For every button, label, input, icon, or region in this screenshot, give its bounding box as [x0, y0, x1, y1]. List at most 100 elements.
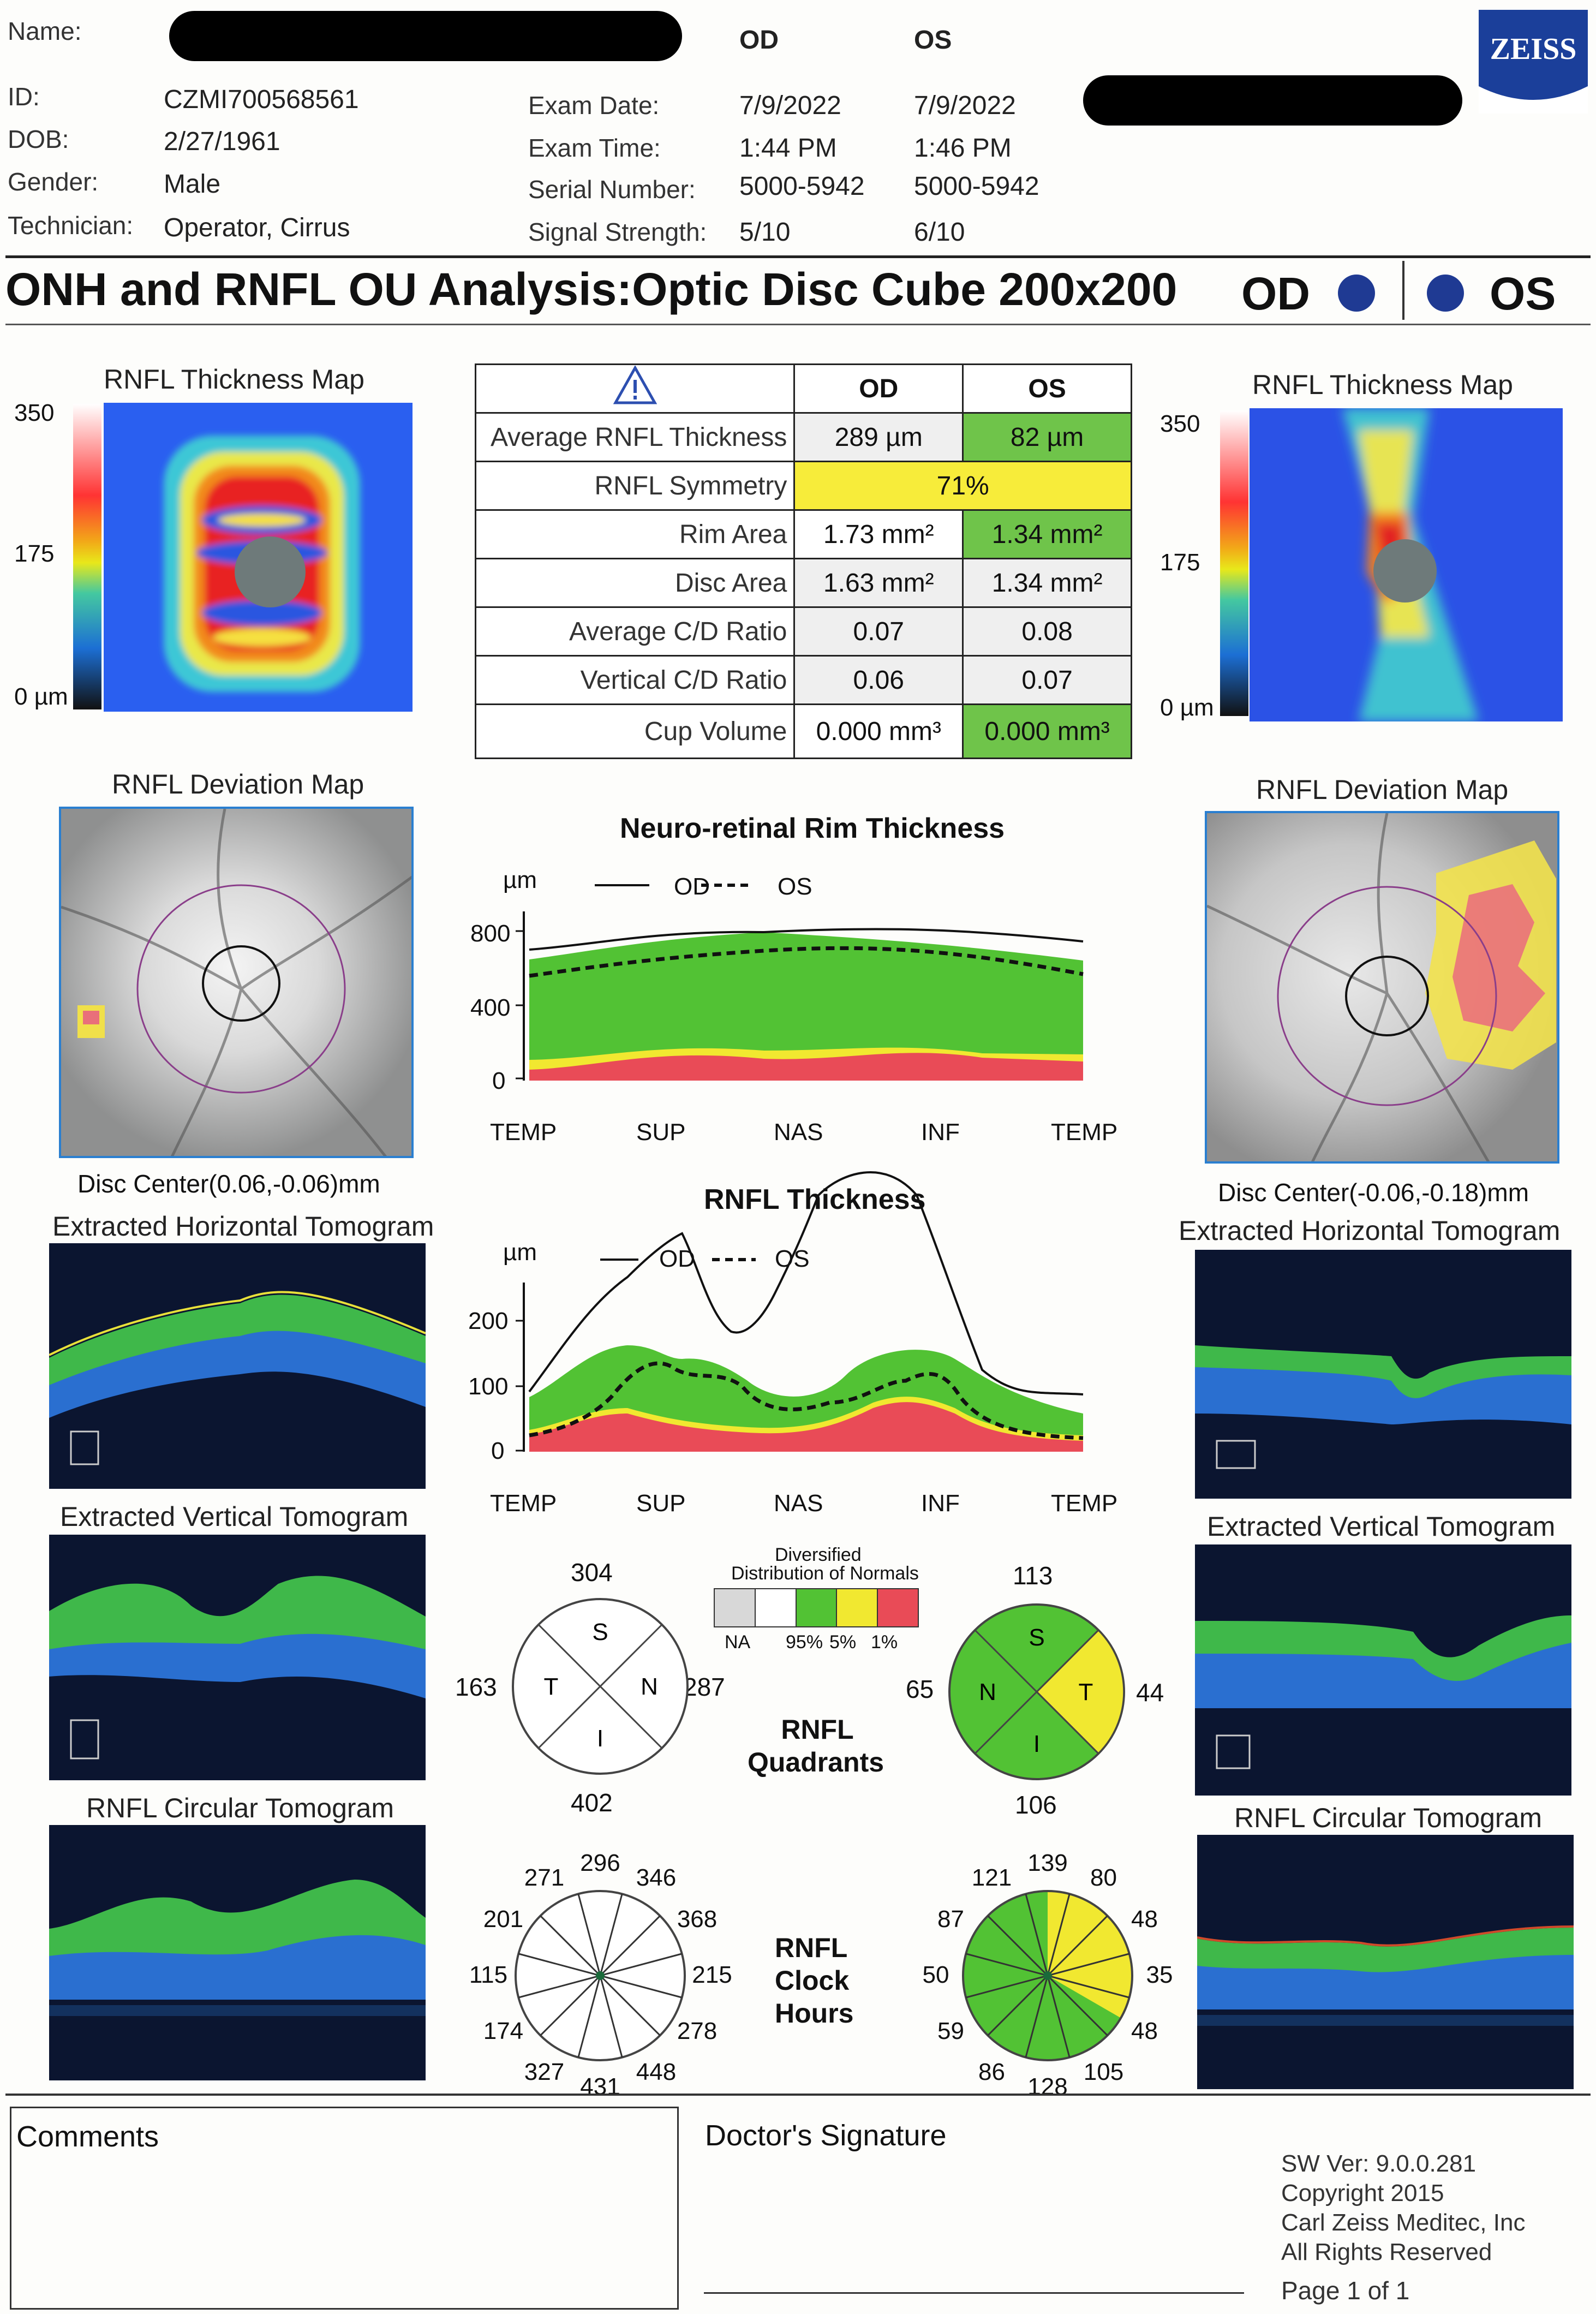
rnfl-ytick-200: 200: [468, 1308, 509, 1334]
dob-value: 2/27/1961: [164, 127, 280, 156]
clock-spoke: [987, 1975, 1049, 2036]
title-od: OD: [1241, 268, 1310, 319]
os-clock-hour-8: 86: [978, 2058, 1005, 2085]
rnfl-thickness-chart: [516, 1171, 1084, 1452]
od-vertical-tomogram: [49, 1535, 426, 1780]
os-clock-circle: [962, 1890, 1133, 2061]
clock-spoke: [599, 1975, 623, 2058]
table-header-row: OD OS: [474, 363, 1132, 414]
legend-swatch-white: [755, 1589, 797, 1626]
od-clock-hour-1: 296: [580, 1850, 620, 1876]
os-thickness-map: [1250, 408, 1563, 721]
clock-title2: Clock: [775, 1965, 850, 1996]
row-symmetry: RNFL Symmetry 71%: [474, 461, 1132, 511]
os-clock-hour-2: 80: [1090, 1864, 1117, 1892]
os-clock-hour-4: 35: [1146, 1961, 1173, 1988]
row-avg-rnfl: Average RNFL Thickness 289 µm 82 µm: [474, 412, 1132, 462]
os-quad-t: 44: [1136, 1678, 1164, 1707]
legend-label-1: 1%: [871, 1632, 898, 1653]
name-label: Name:: [8, 17, 82, 45]
gender-label: Gender:: [8, 168, 99, 196]
os-signal-strength: 6/10: [914, 218, 965, 247]
od-signal-strength: 5/10: [739, 218, 791, 247]
comments-label: Comments: [16, 2120, 159, 2153]
os-clock-hour-1: 139: [1027, 1850, 1068, 1876]
clock-spoke: [1025, 1893, 1049, 1976]
os-clock-hour-11: 87: [937, 1905, 964, 1933]
row-label: Cup Volume: [474, 703, 796, 759]
clock-spoke: [540, 1975, 601, 2036]
od-clock-hour-6: 448: [636, 2058, 677, 2085]
rnfl-xtick-temp2: TEMP: [1051, 1490, 1118, 1517]
od-clock-hour-3: 368: [677, 1905, 718, 1933]
normals-color-legend: [714, 1588, 919, 1627]
legend-label-na: NA: [725, 1632, 751, 1653]
os-value: 0.08: [962, 606, 1132, 657]
od-clock-hour-2: 346: [636, 1864, 677, 1892]
clock-spoke: [599, 1893, 623, 1976]
os-horizontal-tomogram: [1195, 1250, 1571, 1499]
os-disc-center: Disc Center(-0.06,-0.18)mm: [1218, 1178, 1529, 1207]
od-disc-center: Disc Center(0.06,-0.06)mm: [77, 1170, 380, 1198]
title-os: OS: [1490, 268, 1556, 319]
od-circular-tomogram-title: RNFL Circular Tomogram: [86, 1793, 394, 1823]
od-letter-i: I: [597, 1725, 603, 1752]
clock-spoke: [987, 1915, 1049, 1977]
row-avg-cd: Average C/D Ratio 0.07 0.08: [474, 606, 1132, 657]
clock-spoke: [540, 1915, 601, 1977]
row-label: RNFL Symmetry: [474, 461, 796, 511]
os-clock-hour-7: 128: [1027, 2073, 1068, 2100]
os-quadrant-circle: S N I T: [948, 1603, 1125, 1780]
dob-label: DOB:: [8, 125, 69, 153]
od-quad-t: 163: [455, 1673, 497, 1701]
os-letter-n: N: [979, 1679, 996, 1705]
od-quad-n: 287: [683, 1673, 725, 1701]
legend-swatch-red: [878, 1589, 918, 1626]
os-value: 1.34 mm²: [962, 558, 1132, 608]
od-color-scale: [73, 404, 101, 709]
os-circular-tomogram-title: RNFL Circular Tomogram: [1234, 1803, 1543, 1833]
rim-xtick-sup: SUP: [636, 1119, 686, 1146]
clock-spoke: [599, 1915, 661, 1977]
rnfl-ytick-100: 100: [468, 1373, 509, 1400]
rnfl-chart-title: RNFL Thickness: [704, 1184, 926, 1215]
od-clock-hour-9: 174: [483, 2017, 524, 2044]
od-clock-hour-8: 327: [524, 2058, 565, 2085]
rim-thickness-chart: [516, 884, 1084, 1081]
rnfl-xtick-inf: INF: [921, 1490, 960, 1517]
warning-cell: [474, 363, 796, 414]
od-exam-date: 7/9/2022: [739, 91, 841, 120]
rim-normal-green-band: [529, 932, 1083, 1081]
rim-ytick-400: 400: [470, 994, 511, 1021]
company: Carl Zeiss Meditec, Inc: [1281, 2209, 1526, 2236]
parameters-table: OD OS Average RNFL Thickness 289 µm 82 µ…: [474, 363, 1132, 759]
clock-spoke: [518, 1975, 601, 1999]
rim-ytick-800: 800: [470, 920, 511, 947]
legend-label-5: 5%: [829, 1632, 857, 1653]
rnfl-os-series-line: [529, 1361, 1084, 1440]
os-clock-hour-12: 121: [971, 1864, 1012, 1892]
quadrants-title1: RNFL: [781, 1714, 854, 1745]
signature-label: Doctor's Signature: [705, 2119, 947, 2152]
clock-spoke: [1025, 1975, 1049, 2058]
od-eye-dot: [1338, 275, 1375, 312]
clock-title1: RNFL: [775, 1933, 848, 1963]
signature-line[interactable]: [704, 2292, 1244, 2294]
od-deviation-map: [59, 807, 414, 1158]
od-vertical-tomogram-title: Extracted Vertical Tomogram: [60, 1501, 409, 1532]
comments-box[interactable]: [10, 2107, 679, 2310]
page-number: Page 1 of 1: [1281, 2276, 1410, 2305]
od-thickness-map-title: RNFL Thickness Map: [104, 364, 364, 395]
row-label: Average RNFL Thickness: [474, 412, 796, 462]
name-redaction: [169, 11, 682, 61]
redaction-bar: [1083, 75, 1462, 126]
od-clock-hour-5: 278: [677, 2017, 718, 2044]
clock-spoke: [1047, 1975, 1130, 1999]
id-value: CZMI700568561: [164, 85, 359, 114]
od-horizontal-tomogram-title: Extracted Horizontal Tomogram: [52, 1211, 434, 1242]
os-value: 0.07: [962, 655, 1132, 705]
symmetry-value: 71%: [793, 461, 1132, 511]
od-serial-number: 5000-5942: [739, 172, 865, 201]
report-title: ONH and RNFL OU Analysis:Optic Disc Cube…: [5, 264, 1177, 315]
od-scale-max: 350: [14, 399, 55, 426]
